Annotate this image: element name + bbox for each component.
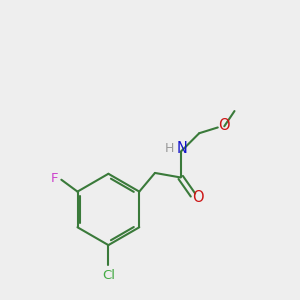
Text: H: H	[165, 142, 174, 155]
Text: O: O	[218, 118, 230, 133]
Text: O: O	[193, 190, 204, 206]
Text: N: N	[177, 141, 188, 156]
Text: F: F	[50, 172, 58, 185]
Text: Cl: Cl	[102, 269, 115, 282]
